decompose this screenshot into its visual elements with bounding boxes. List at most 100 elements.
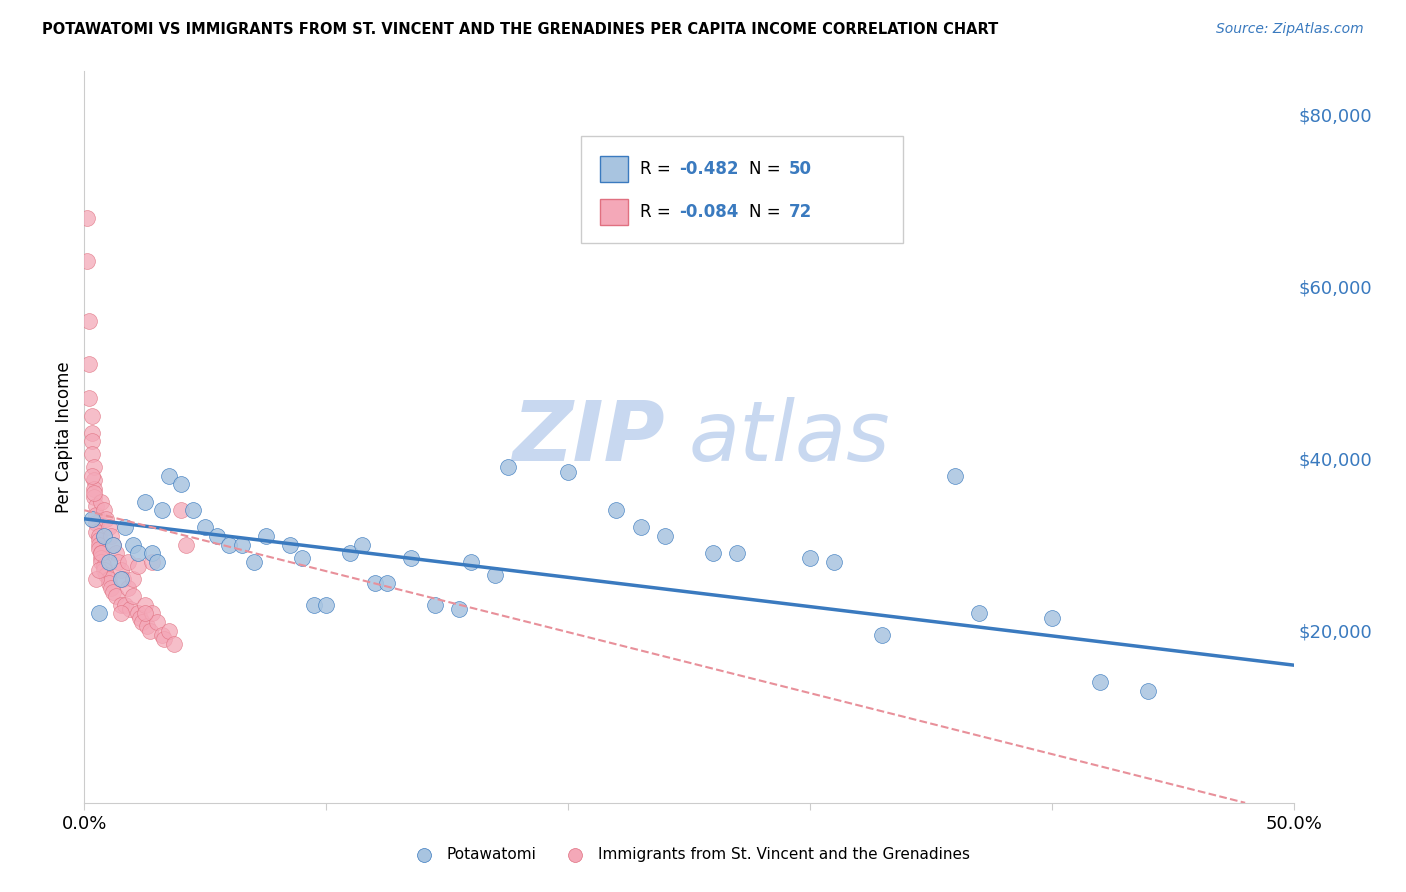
Point	[121, 538, 143, 552]
Point	[460, 555, 482, 569]
Text: R =: R =	[640, 160, 676, 178]
Point	[86, 499, 108, 513]
Point	[799, 550, 821, 565]
Point	[163, 637, 186, 651]
Point	[181, 503, 204, 517]
Point	[278, 538, 301, 552]
Point	[87, 564, 110, 578]
Point	[141, 607, 163, 621]
Point	[114, 520, 136, 534]
Point	[94, 512, 117, 526]
Point	[375, 576, 398, 591]
Point	[80, 447, 103, 461]
Point	[127, 607, 149, 621]
Point	[110, 598, 132, 612]
Point	[110, 607, 132, 621]
Point	[496, 460, 519, 475]
Point	[702, 546, 724, 560]
Point	[557, 465, 579, 479]
Point	[104, 546, 127, 560]
Point	[97, 520, 120, 534]
Point	[114, 598, 136, 612]
Text: 72: 72	[789, 203, 813, 221]
Point	[77, 392, 100, 406]
Text: -0.482: -0.482	[679, 160, 738, 178]
Point	[83, 473, 105, 487]
Point	[87, 607, 110, 621]
Point	[93, 503, 115, 517]
Point	[87, 533, 110, 548]
Point	[146, 555, 169, 569]
Point	[129, 611, 152, 625]
Point	[146, 615, 169, 629]
Point	[103, 538, 125, 552]
Point	[141, 555, 163, 569]
Point	[134, 598, 156, 612]
Point	[127, 546, 149, 560]
Point	[254, 529, 277, 543]
Point	[93, 564, 115, 578]
Point	[80, 434, 103, 449]
Point	[87, 529, 110, 543]
Point	[136, 619, 159, 633]
Point	[97, 555, 120, 569]
Point	[1040, 611, 1063, 625]
Point	[399, 550, 422, 565]
Point	[83, 486, 105, 500]
Point	[80, 425, 103, 440]
Point	[121, 589, 143, 603]
Point	[207, 529, 229, 543]
Text: atlas: atlas	[689, 397, 890, 477]
Point	[134, 607, 156, 621]
Point	[170, 477, 193, 491]
Point	[605, 503, 627, 517]
Point	[87, 541, 110, 556]
Text: N =: N =	[749, 160, 786, 178]
Point	[90, 555, 112, 569]
Point	[86, 508, 108, 522]
Point	[131, 615, 153, 629]
Point	[339, 546, 361, 560]
Point	[823, 555, 845, 569]
Point	[872, 628, 894, 642]
Point	[150, 628, 173, 642]
Point	[80, 512, 103, 526]
Point	[194, 520, 217, 534]
Point	[231, 538, 253, 552]
Point	[94, 567, 117, 582]
Point	[363, 576, 385, 591]
Point	[157, 624, 180, 638]
Point	[170, 503, 193, 517]
Point	[93, 529, 115, 543]
Point	[103, 538, 125, 552]
Point	[86, 524, 108, 539]
Point	[83, 482, 105, 496]
Point	[112, 572, 135, 586]
Point	[93, 559, 115, 574]
Point	[100, 529, 122, 543]
Point	[315, 598, 337, 612]
Point	[218, 538, 240, 552]
Point	[90, 550, 112, 565]
Point	[104, 589, 127, 603]
Text: N =: N =	[749, 203, 786, 221]
Point	[291, 550, 314, 565]
Text: ZIP: ZIP	[512, 397, 665, 477]
Point	[77, 314, 100, 328]
Point	[484, 567, 506, 582]
Point	[121, 572, 143, 586]
Point	[1137, 684, 1160, 698]
Point	[120, 602, 142, 616]
Point	[97, 572, 120, 586]
Point	[90, 494, 112, 508]
Point	[967, 607, 990, 621]
Point	[630, 520, 652, 534]
Point	[134, 494, 156, 508]
Point	[138, 624, 160, 638]
Point	[242, 555, 264, 569]
Point	[76, 211, 98, 225]
Text: Source: ZipAtlas.com: Source: ZipAtlas.com	[1216, 22, 1364, 37]
Point	[174, 538, 197, 552]
Point	[90, 546, 112, 560]
Point	[76, 253, 98, 268]
